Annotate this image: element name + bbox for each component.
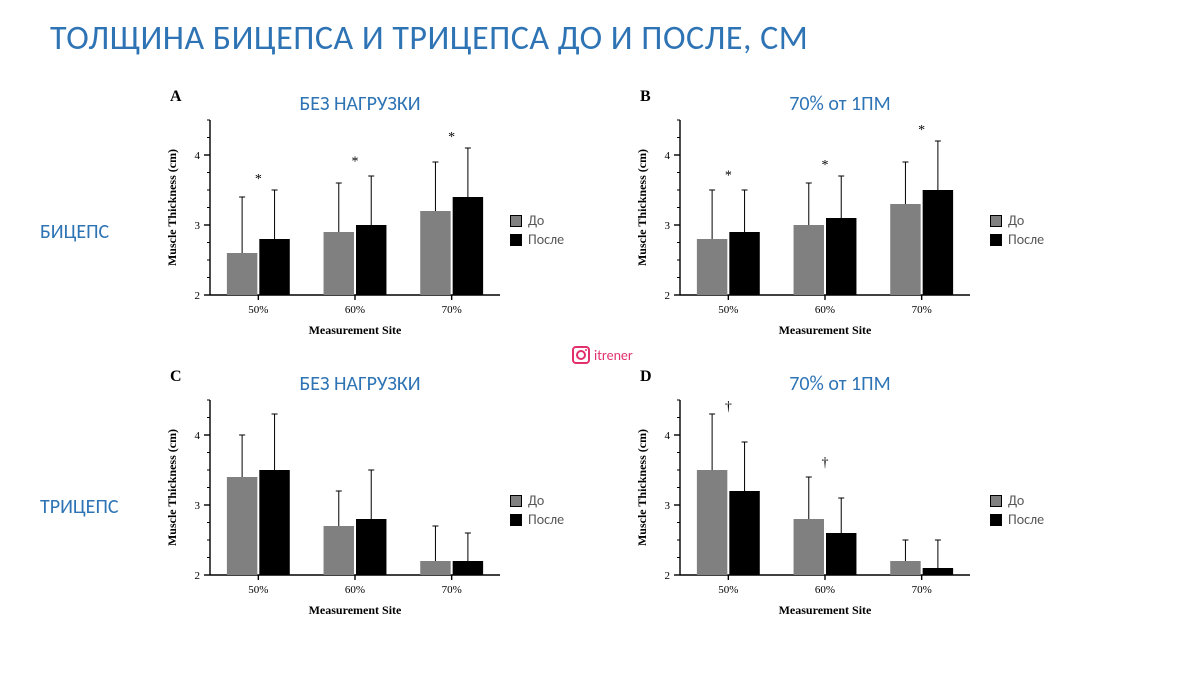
svg-text:Measurement Site: Measurement Site <box>309 603 402 617</box>
svg-text:3: 3 <box>195 220 201 232</box>
svg-text:*: * <box>918 123 925 138</box>
svg-text:Measurement Site: Measurement Site <box>779 323 872 337</box>
row-label-triceps: ТРИЦЕПС <box>40 495 119 519</box>
legend-label-before: До <box>1008 492 1024 509</box>
svg-text:3: 3 <box>665 220 671 232</box>
legend-item-after: После <box>510 231 564 248</box>
legend-swatch-after <box>510 514 522 526</box>
chart-d: 2 3 4 50% 60% 70% Measurement Site Muscle Thick… <box>630 390 980 620</box>
legend-item-before: До <box>510 212 564 229</box>
legend-label-after: После <box>528 231 564 248</box>
legend-label-before: До <box>528 492 544 509</box>
chart-c: 2 3 4 50% 60% 70% Measurement Site Muscle Thick… <box>160 390 510 620</box>
svg-text:3: 3 <box>195 500 201 512</box>
legend-swatch-after <box>990 234 1002 246</box>
svg-text:4: 4 <box>195 150 201 162</box>
svg-text:4: 4 <box>665 150 671 162</box>
legend-swatch-after <box>990 514 1002 526</box>
legend-d: До После <box>990 490 1044 530</box>
svg-text:70%: 70% <box>912 304 932 316</box>
legend-a: До После <box>510 210 564 250</box>
instagram-icon <box>572 346 590 364</box>
svg-text:60%: 60% <box>815 304 835 316</box>
svg-text:2: 2 <box>195 290 201 302</box>
svg-text:70%: 70% <box>912 584 932 596</box>
legend-c: До После <box>510 490 564 530</box>
legend-label-after: После <box>1008 511 1044 528</box>
svg-text:60%: 60% <box>815 584 835 596</box>
svg-text:70%: 70% <box>442 584 462 596</box>
svg-text:Muscle Thickness (cm): Muscle Thickness (cm) <box>165 429 179 546</box>
svg-text:2: 2 <box>195 570 201 582</box>
legend-b: До После <box>990 210 1044 250</box>
svg-text:70%: 70% <box>442 304 462 316</box>
svg-text:*: * <box>822 158 829 173</box>
legend-swatch-before <box>510 215 522 227</box>
legend-item-after: После <box>510 511 564 528</box>
legend-label-after: После <box>528 511 564 528</box>
svg-text:*: * <box>448 130 455 145</box>
svg-text:50%: 50% <box>718 584 738 596</box>
svg-text:50%: 50% <box>718 304 738 316</box>
svg-text:2: 2 <box>665 570 671 582</box>
svg-text:3: 3 <box>665 500 671 512</box>
legend-item-after: После <box>990 511 1044 528</box>
svg-text:50%: 50% <box>248 584 268 596</box>
panel-letter-c: C <box>170 368 182 386</box>
legend-item-after: После <box>990 231 1044 248</box>
watermark-text: itrener <box>594 347 633 364</box>
chart-a: 2 3 4 50% 60% 70% Measurement Site Muscle Thick… <box>160 110 510 340</box>
svg-text:*: * <box>725 169 732 184</box>
legend-swatch-before <box>990 215 1002 227</box>
legend-label-before: До <box>528 212 544 229</box>
slide: ТОЛЩИНА БИЦЕПСА И ТРИЦЕПСА ДО И ПОСЛЕ, С… <box>0 0 1200 675</box>
watermark: itrener <box>572 346 633 364</box>
svg-text:2: 2 <box>665 290 671 302</box>
svg-text:*: * <box>352 155 359 170</box>
svg-text:60%: 60% <box>345 304 365 316</box>
page-title: ТОЛЩИНА БИЦЕПСА И ТРИЦЕПСА ДО И ПОСЛЕ, С… <box>50 18 1150 59</box>
svg-text:Muscle Thickness (cm): Muscle Thickness (cm) <box>635 149 649 266</box>
svg-text:4: 4 <box>195 430 201 442</box>
svg-text:†: † <box>725 400 732 415</box>
svg-text:4: 4 <box>665 430 671 442</box>
row-label-biceps: БИЦЕПС <box>40 220 109 244</box>
legend-label-before: До <box>1008 212 1024 229</box>
svg-text:Muscle Thickness (cm): Muscle Thickness (cm) <box>165 149 179 266</box>
legend-item-before: До <box>990 212 1044 229</box>
panel-letter-d: D <box>640 368 652 386</box>
chart-b: 2 3 4 50% 60% 70% Measurement Site Muscle Thick… <box>630 110 980 340</box>
svg-text:†: † <box>822 456 829 471</box>
svg-text:50%: 50% <box>248 304 268 316</box>
svg-text:Measurement Site: Measurement Site <box>309 323 402 337</box>
panel-letter-a: A <box>170 88 182 106</box>
panel-letter-b: B <box>640 88 651 106</box>
legend-item-before: До <box>510 492 564 509</box>
legend-swatch-after <box>510 234 522 246</box>
svg-text:60%: 60% <box>345 584 365 596</box>
svg-text:Measurement Site: Measurement Site <box>779 603 872 617</box>
legend-label-after: После <box>1008 231 1044 248</box>
legend-swatch-before <box>510 495 522 507</box>
legend-swatch-before <box>990 495 1002 507</box>
legend-item-before: До <box>990 492 1044 509</box>
svg-text:*: * <box>255 172 262 187</box>
svg-text:Muscle Thickness (cm): Muscle Thickness (cm) <box>635 429 649 546</box>
